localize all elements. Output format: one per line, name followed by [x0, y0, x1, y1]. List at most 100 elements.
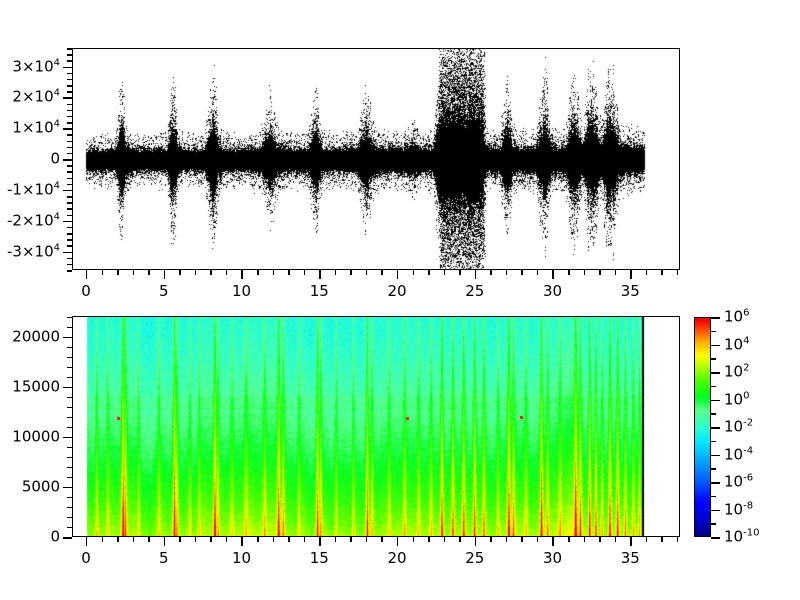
y-tick	[67, 78, 72, 81]
x-tick	[101, 270, 104, 275]
x-tick-label: 35	[620, 549, 640, 567]
colorbar-tick-label: 106	[724, 307, 750, 326]
colorbar-major-tick	[711, 344, 720, 346]
x-tick-label: 10	[231, 549, 252, 567]
x-tick	[381, 537, 383, 542]
y-tick	[63, 220, 72, 223]
x-tick	[225, 270, 228, 275]
y-tick	[67, 456, 72, 459]
x-tick	[599, 270, 601, 275]
y-tick	[67, 140, 72, 142]
y-tick	[63, 189, 72, 192]
y-tick	[63, 251, 72, 253]
x-tick-label: 15	[309, 549, 329, 567]
y-tick	[67, 516, 72, 519]
y-tick	[67, 346, 72, 349]
x-tick	[288, 270, 290, 275]
x-tick	[614, 537, 617, 542]
y-tick	[67, 426, 72, 429]
y-tick	[67, 416, 72, 419]
y-tick	[67, 202, 72, 204]
x-tick-label: 0	[81, 549, 91, 567]
colorbar-major-tick	[711, 482, 720, 484]
x-tick	[676, 270, 679, 275]
x-tick	[661, 270, 663, 275]
y-tick	[67, 316, 72, 318]
colorbar-major-tick	[711, 537, 720, 539]
y-tick	[67, 165, 72, 167]
x-tick	[350, 537, 352, 542]
colorbar	[694, 317, 711, 537]
y-tick	[67, 152, 72, 155]
y-tick	[67, 496, 72, 499]
colorbar-major-tick	[711, 427, 720, 429]
x-tick	[474, 270, 477, 279]
colorbar-major-tick	[711, 372, 720, 374]
colorbar-minor-tick	[711, 495, 716, 498]
y-tick	[67, 396, 72, 399]
x-tick	[85, 537, 88, 546]
colorbar-minor-tick	[711, 468, 716, 470]
y-tick	[67, 326, 72, 329]
y-tick	[67, 115, 72, 118]
y-tick-label: 1×104	[12, 118, 60, 137]
x-tick	[381, 270, 383, 275]
y-tick	[63, 128, 72, 130]
colorbar-minor-tick	[711, 385, 716, 388]
y-tick-label: 3×104	[12, 57, 60, 75]
x-tick	[194, 270, 197, 275]
x-tick	[412, 270, 415, 275]
y-tick	[67, 214, 72, 216]
y-tick	[63, 486, 72, 489]
colorbar-major-tick	[711, 317, 720, 319]
colorbar-major-tick	[711, 454, 720, 456]
x-tick	[194, 537, 197, 542]
x-tick	[148, 270, 150, 275]
x-tick	[536, 270, 539, 275]
x-tick	[334, 537, 337, 542]
y-tick	[67, 376, 72, 379]
x-tick	[117, 537, 119, 542]
x-tick	[179, 537, 181, 542]
x-tick	[428, 270, 430, 275]
colorbar-minor-tick	[711, 523, 716, 525]
y-tick	[67, 122, 72, 124]
x-tick	[85, 270, 88, 279]
y-tick	[67, 85, 72, 87]
x-tick	[210, 537, 212, 542]
x-tick	[459, 270, 461, 275]
y-tick	[67, 208, 72, 210]
x-tick	[583, 537, 586, 542]
x-tick-label: 25	[465, 282, 485, 300]
x-tick	[163, 270, 166, 279]
y-tick	[67, 72, 72, 75]
colorbar-tick-label: 10-2	[724, 417, 754, 436]
x-tick	[474, 537, 477, 546]
colorbar-minor-tick	[711, 413, 716, 415]
y-tick	[63, 436, 72, 439]
y-tick	[67, 48, 72, 50]
y-tick	[67, 91, 72, 93]
x-tick	[117, 270, 119, 275]
x-tick-label: 15	[309, 282, 329, 300]
y-tick	[67, 506, 72, 509]
y-tick	[67, 54, 72, 56]
y-tick-label: 15000	[12, 377, 60, 396]
waveform-axes	[72, 48, 680, 270]
x-tick	[303, 537, 306, 542]
x-tick-label: 30	[542, 282, 563, 300]
colorbar-major-tick	[711, 399, 720, 401]
y-tick	[63, 97, 72, 99]
x-tick	[163, 537, 166, 546]
y-tick	[67, 366, 72, 369]
x-tick	[288, 537, 290, 542]
x-tick	[132, 537, 135, 542]
x-tick	[334, 270, 337, 275]
y-tick	[67, 406, 72, 409]
y-tick	[67, 134, 72, 136]
x-tick	[179, 270, 181, 275]
y-tick	[67, 103, 72, 105]
y-tick-label: 2×104	[12, 87, 60, 106]
y-tick-label: -1×104	[7, 180, 60, 199]
